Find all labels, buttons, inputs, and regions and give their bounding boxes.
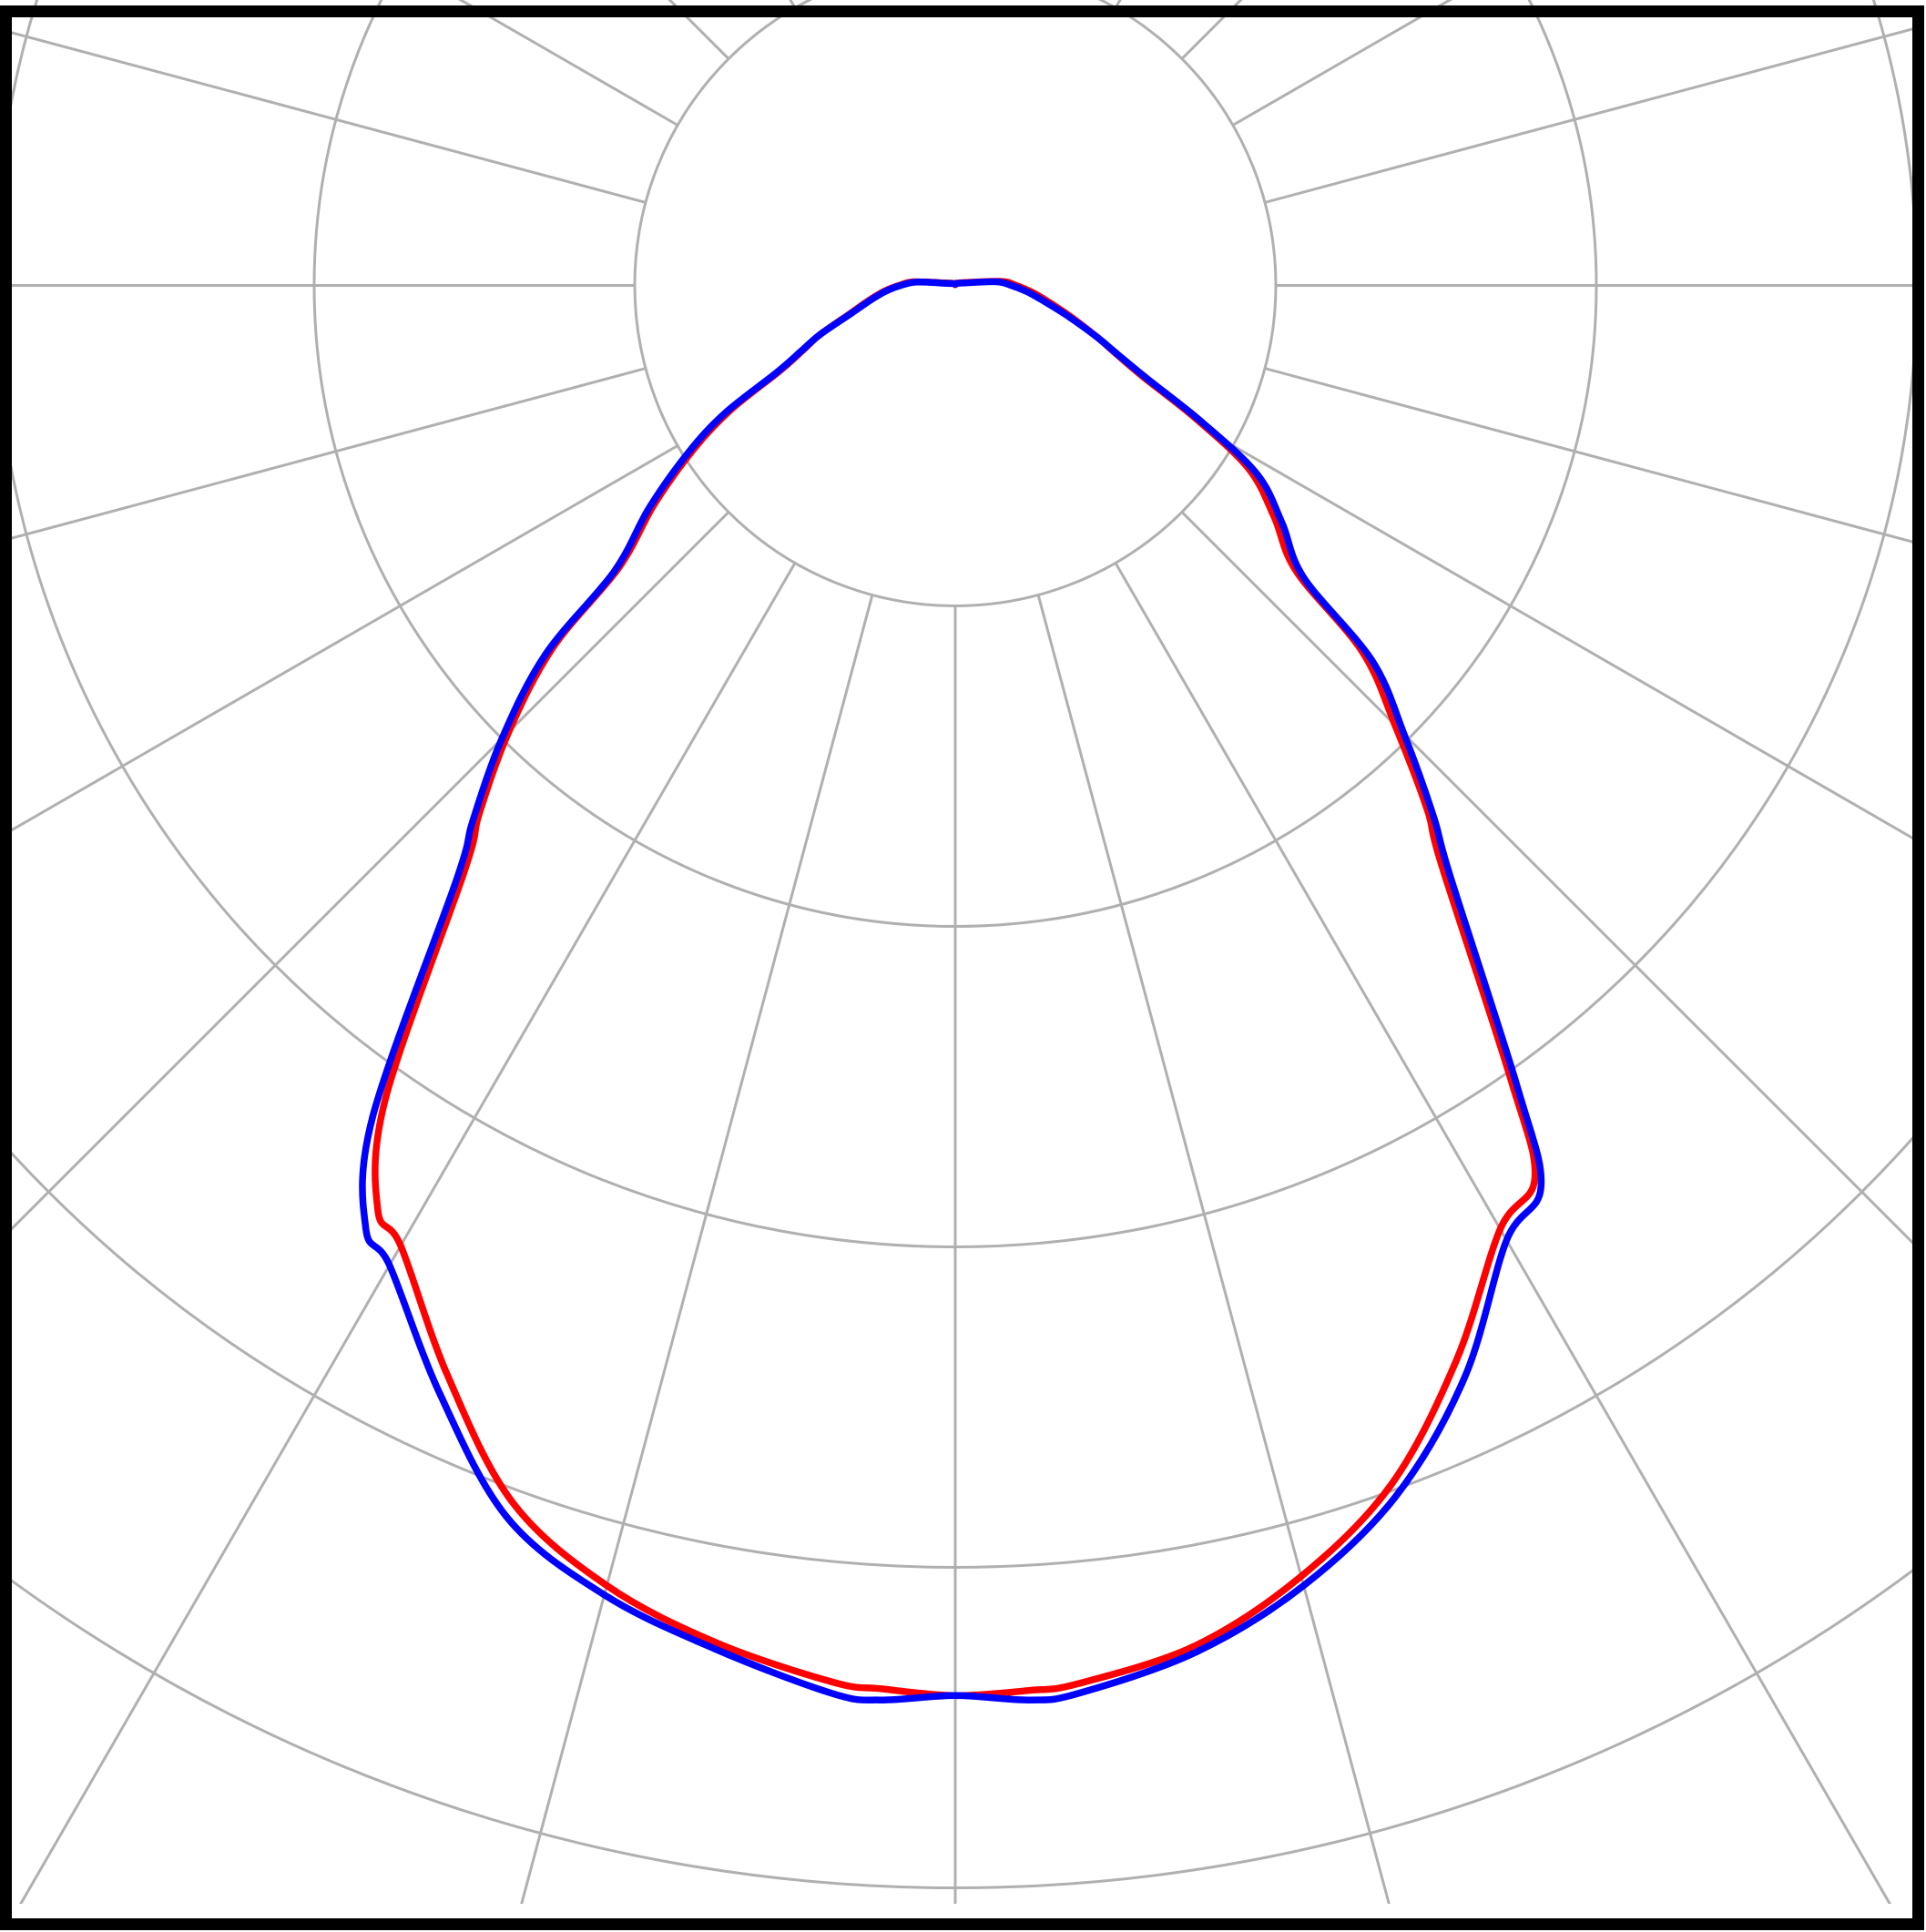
grid-radial-line bbox=[1232, 0, 1452, 127]
blue-curve bbox=[359, 278, 1545, 1703]
grid-radial-line bbox=[520, 595, 874, 1904]
grid-ring bbox=[633, 0, 1278, 607]
grid-radial-line bbox=[1036, 595, 1391, 1904]
grid-ring bbox=[12, 1135, 1912, 1569]
grid-radial-line bbox=[19, 562, 797, 1904]
grid-radial-line bbox=[1180, 511, 1912, 1245]
grid-radial-line bbox=[12, 444, 678, 832]
grid-radial-line bbox=[12, 367, 647, 540]
grid-ring bbox=[12, 0, 1912, 1248]
grid-radial-line bbox=[1264, 367, 1912, 544]
grid-radial-line bbox=[1114, 562, 1891, 1904]
grid-radial-line bbox=[1232, 444, 1912, 840]
grid-radial-line bbox=[12, 31, 647, 204]
grid-radial-line bbox=[12, 511, 730, 1231]
chart-frame bbox=[0, 5, 1924, 1930]
grid-radial-line bbox=[1264, 27, 1912, 204]
